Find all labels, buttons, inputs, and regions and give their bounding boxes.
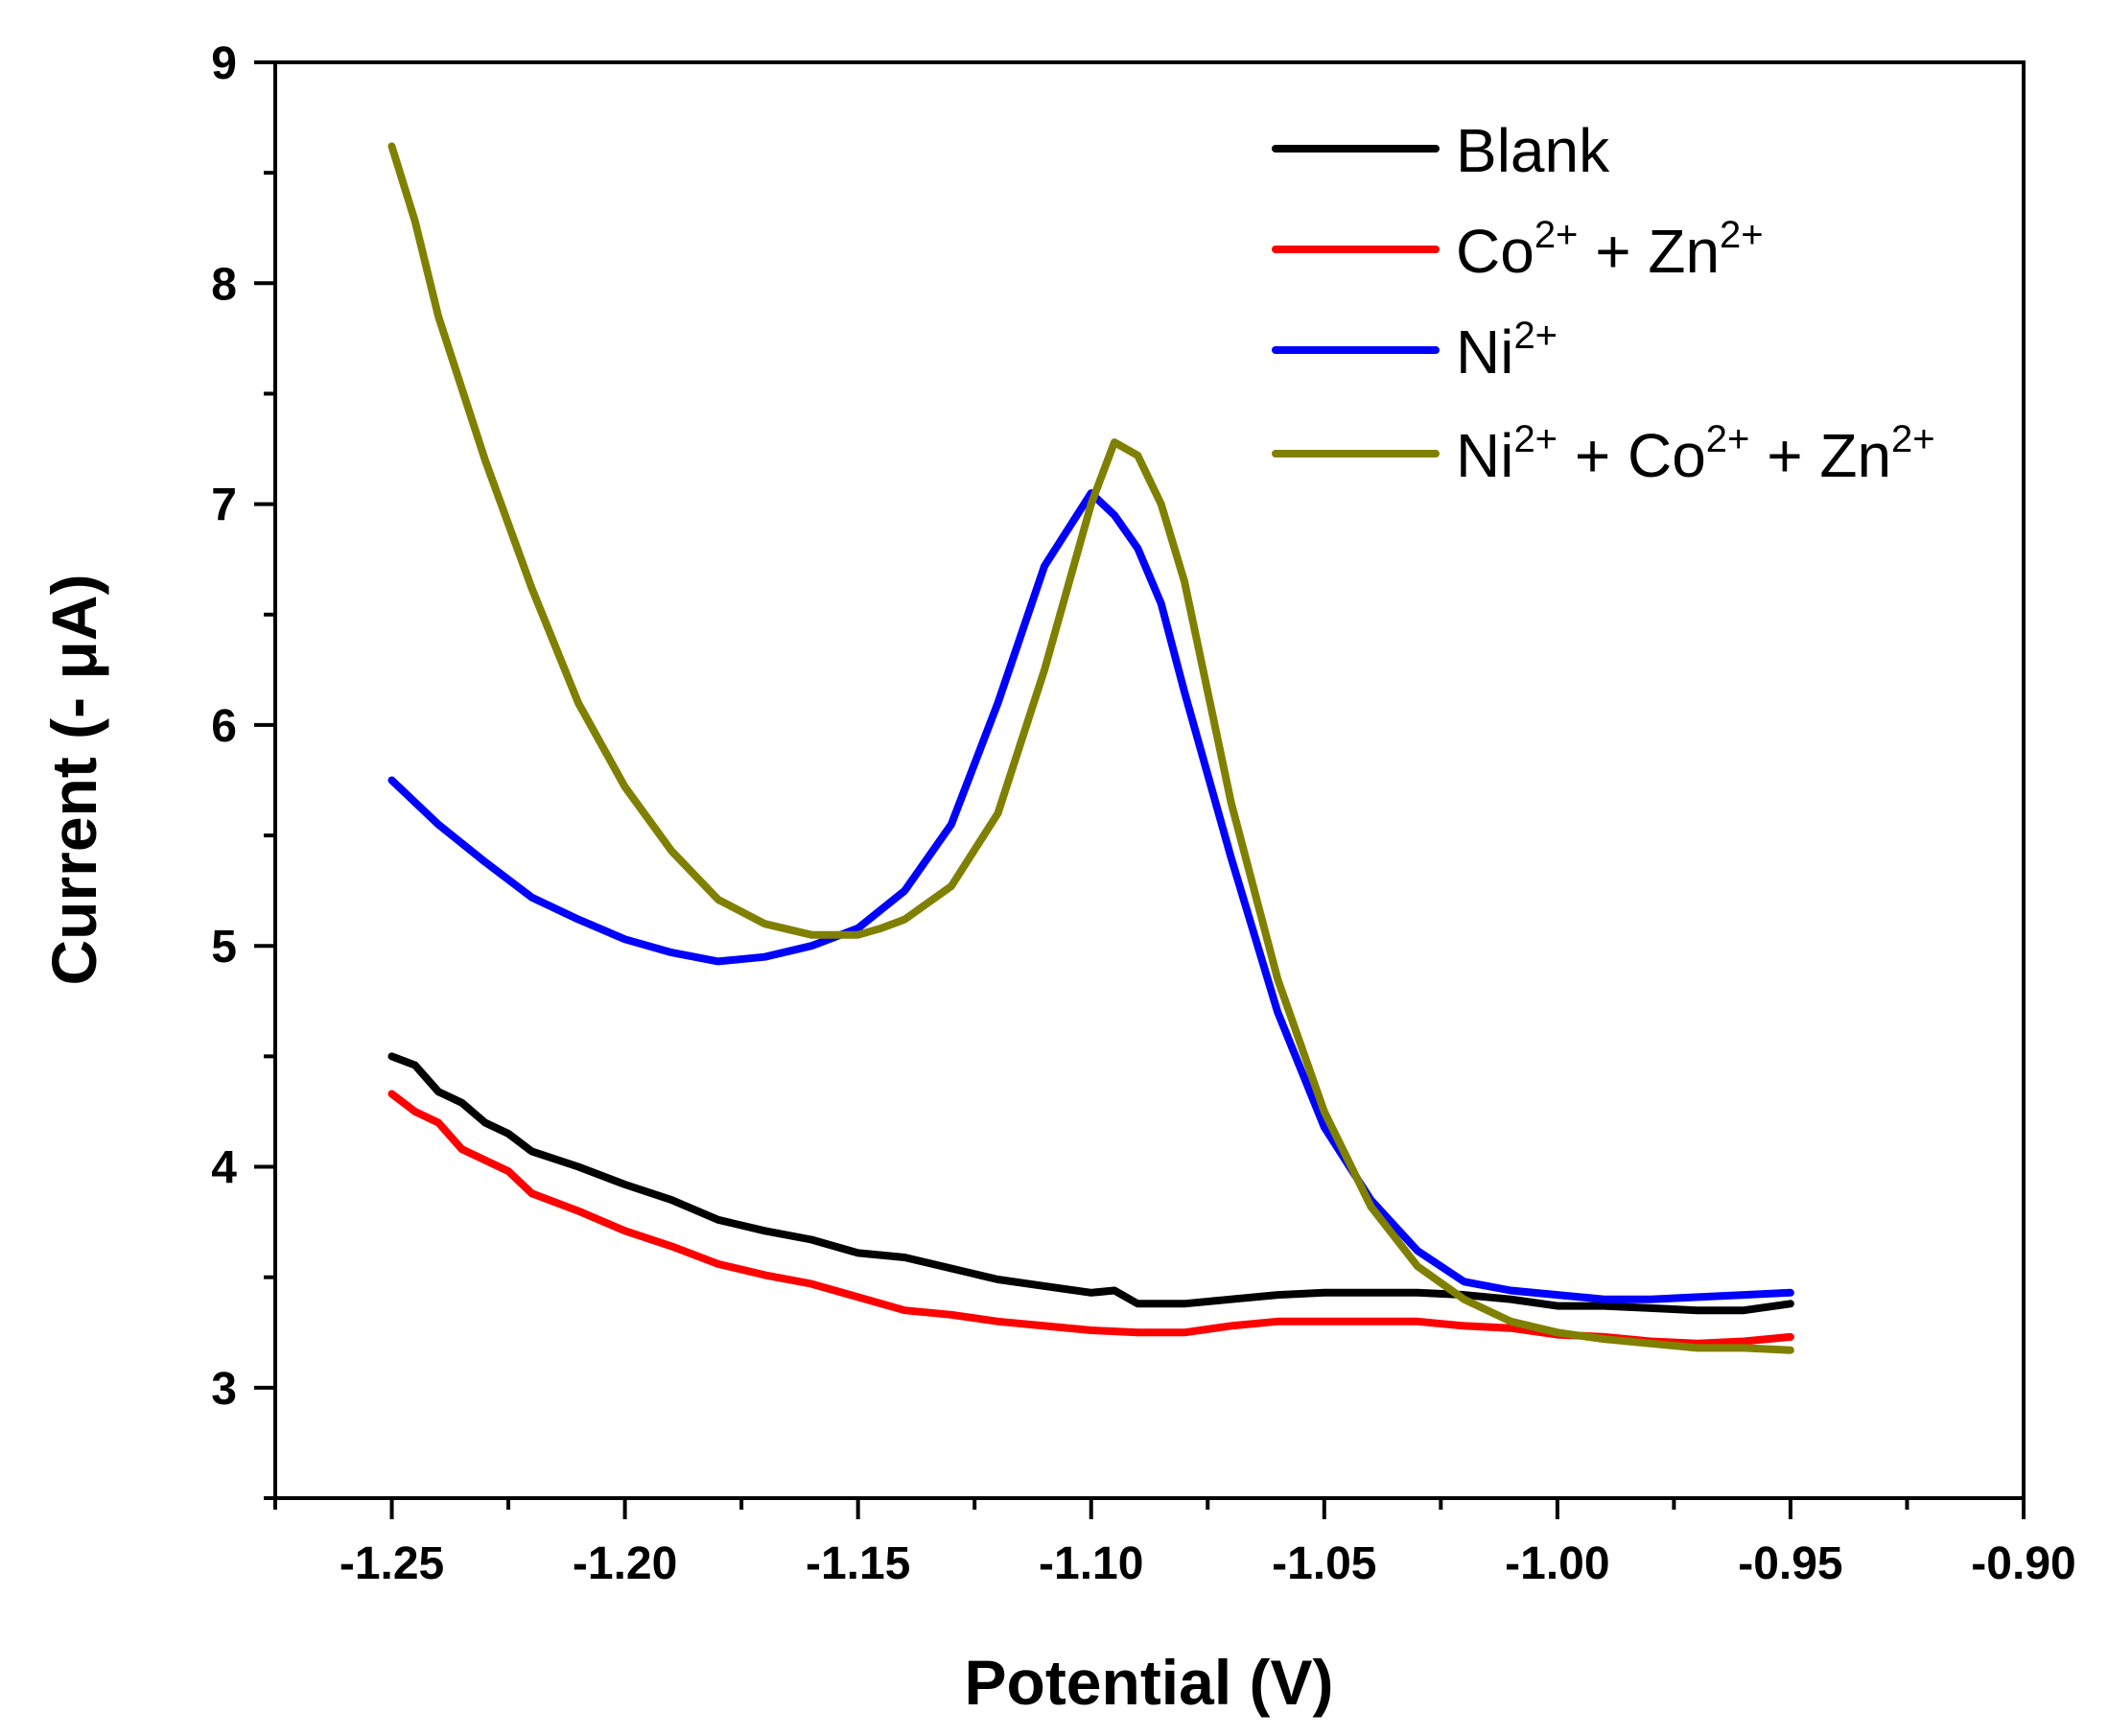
legend-label-3: Ni2+ + Co2+ + Zn2+ <box>1456 418 1935 490</box>
legend: Blank Co2+ + Zn2+ Ni2+ Ni2+ + Co2+ + Zn2+ <box>1272 116 1935 490</box>
series-line-1 <box>387 1090 1794 1348</box>
series-layer <box>387 142 1794 1354</box>
y-tick-label: 3 <box>211 1364 237 1415</box>
x-axis-title: Potential (V) <box>964 1647 1333 1718</box>
x-tick-label: -1.05 <box>1272 1538 1376 1589</box>
y-tick-label: 9 <box>211 38 237 89</box>
y-tick-label: 5 <box>211 922 237 973</box>
x-tick-label: -0.90 <box>1971 1538 2075 1589</box>
x-tick-label: -1.10 <box>1039 1538 1143 1589</box>
y-axis-title: Current (- μA) <box>38 575 109 986</box>
y-tick-label: 6 <box>211 701 237 752</box>
tick-labels: -1.25 -1.20 -1.15 -1.10 -1.05 -1.00 -0.95 -0.90… <box>211 38 2075 1589</box>
y-tick-label: 4 <box>211 1143 237 1194</box>
x-tick-label: -1.25 <box>340 1538 444 1589</box>
series-line-2 <box>387 489 1794 1303</box>
legend-label-1: Co2+ + Zn2+ <box>1456 214 1764 286</box>
legend-label-2: Ni2+ <box>1456 315 1558 387</box>
y-tick-label: 7 <box>211 481 237 531</box>
x-tick-label: -0.95 <box>1738 1538 1842 1589</box>
series-line-3 <box>387 142 1794 1354</box>
series-line-0 <box>387 1052 1794 1315</box>
x-tick-label: -1.15 <box>806 1538 910 1589</box>
y-tick-label: 8 <box>211 259 237 310</box>
x-tick-label: -1.00 <box>1505 1538 1609 1589</box>
x-tick-label: -1.20 <box>573 1538 677 1589</box>
legend-label-0: Blank <box>1456 116 1610 185</box>
plot-frame <box>273 60 2026 1500</box>
ticks <box>254 60 2026 1519</box>
